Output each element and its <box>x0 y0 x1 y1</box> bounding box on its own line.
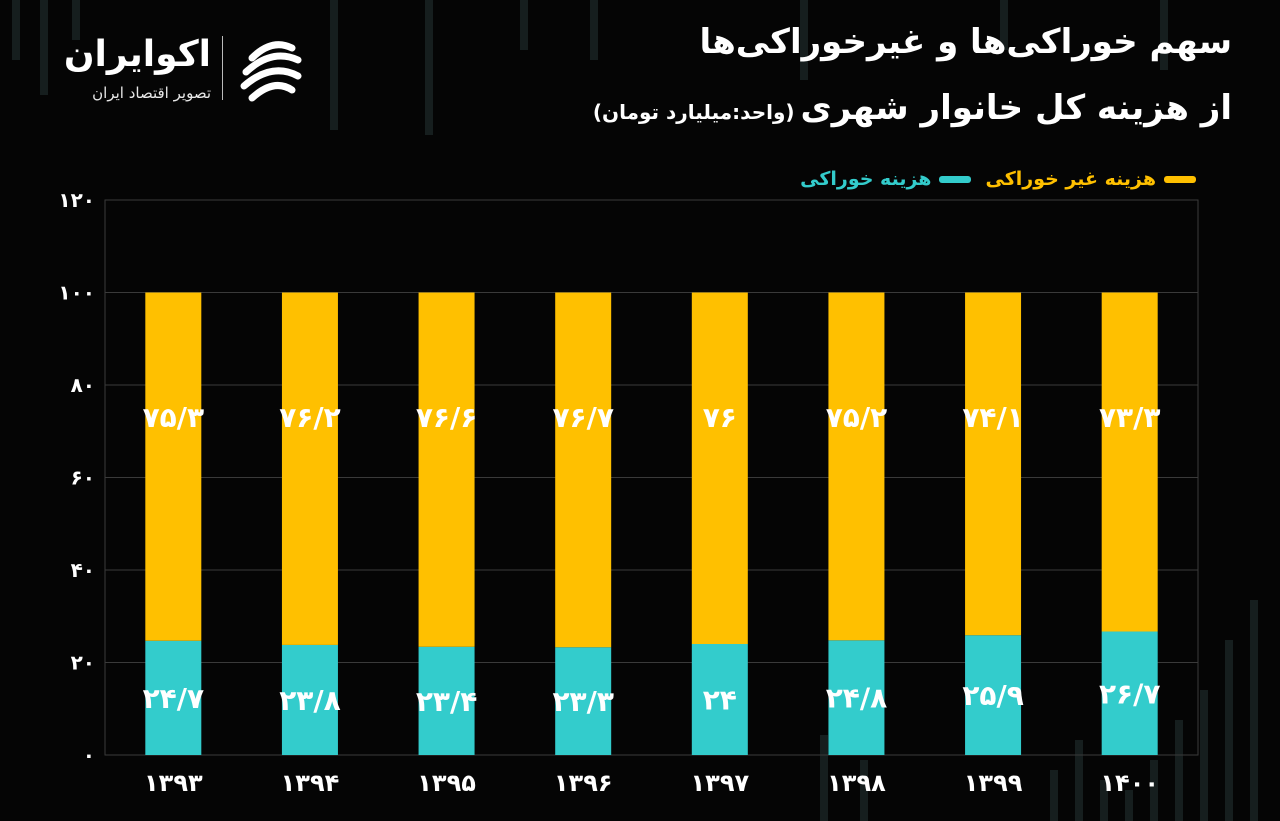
data-label-food: ۲۵/۹ <box>962 679 1024 712</box>
bar-non-food <box>145 292 202 641</box>
legend-swatch-non-food <box>1164 175 1196 183</box>
bar-food <box>281 644 338 755</box>
y-tick-label: ۱۰۰ <box>58 281 95 305</box>
ecoiran-swirl-icon <box>240 41 302 102</box>
data-label-non-food: ۷۳/۳ <box>1099 401 1161 434</box>
y-tick-label: ۱۲۰ <box>58 188 95 212</box>
bar-food <box>418 646 475 755</box>
background-bar <box>1125 790 1133 821</box>
background-bar <box>12 0 20 60</box>
background-bar <box>1150 760 1158 821</box>
data-label-food: ۲۳/۳ <box>552 685 614 718</box>
data-label-non-food: ۷۶/۲ <box>279 401 341 434</box>
chart-title-main: از هزینه کل خانوار شهری <box>800 88 1232 128</box>
y-tick-label: ۰ <box>83 743 95 767</box>
chart-title-line2: از هزینه کل خانوار شهری(واحد:میلیارد توم… <box>593 88 1232 128</box>
background-bar <box>1100 780 1108 821</box>
bar-food <box>1101 631 1158 755</box>
bar-non-food <box>965 292 1022 636</box>
y-tick-label: ۴۰ <box>71 558 95 582</box>
background-bar <box>1225 640 1233 821</box>
bar-food <box>145 640 202 755</box>
bar-non-food <box>281 292 338 645</box>
background-bar <box>330 0 338 130</box>
bar-food <box>555 647 612 755</box>
background-bar <box>1075 740 1083 821</box>
y-tick-label: ۸۰ <box>71 373 95 397</box>
bar-non-food <box>828 292 885 641</box>
data-label-food: ۲۳/۴ <box>416 685 478 718</box>
background-bar <box>1000 0 1008 50</box>
logo-subtitle: تصویر اقتصاد ایران <box>92 84 211 102</box>
background-bar <box>1050 770 1058 821</box>
chart-title-line1: سهم خوراکی‌ها و غیرخوراکی‌ها <box>699 22 1232 62</box>
data-label-non-food: ۷۵/۲ <box>826 401 888 434</box>
background-bar <box>1200 690 1208 821</box>
background-bar <box>72 0 80 40</box>
logo-divider <box>222 36 223 100</box>
background-bar <box>860 760 868 821</box>
background-bar <box>590 0 598 60</box>
data-label-non-food: ۷۶/۶ <box>416 401 478 434</box>
background-bar <box>800 0 808 80</box>
bar-food <box>691 644 748 755</box>
data-label-food: ۲۴/۸ <box>826 682 888 715</box>
legend-label-food: هزینه خوراکی <box>800 168 932 190</box>
background-bar <box>425 0 433 135</box>
bar-non-food <box>1101 292 1158 632</box>
x-tick-label: ۱۳۹۷ <box>691 769 750 797</box>
x-tick-label: ۱۳۹۳ <box>144 769 203 797</box>
bar-food <box>828 640 885 755</box>
background-bar <box>1175 720 1183 821</box>
bar-non-food <box>418 292 475 647</box>
x-tick-label: ۱۳۹۹ <box>964 769 1023 797</box>
data-label-food: ۲۶/۷ <box>1099 677 1161 710</box>
unit-note: (واحد:میلیارد تومان) <box>592 100 795 124</box>
bar-non-food <box>691 292 748 644</box>
bar-food <box>965 635 1022 755</box>
background-bar <box>1160 0 1168 70</box>
legend-swatch-food <box>939 175 972 183</box>
data-label-non-food: ۷۴/۱ <box>962 401 1024 434</box>
data-label-food: ۲۳/۸ <box>279 684 341 717</box>
data-label-non-food: ۷۶ <box>703 401 737 434</box>
x-tick-label: ۱۳۹۵ <box>417 769 476 797</box>
data-label-non-food: ۷۶/۷ <box>552 401 614 434</box>
y-tick-label: ۶۰ <box>71 466 95 490</box>
background-bar <box>1250 600 1258 821</box>
legend-item-non-food: هزینه غیر خوراکی <box>985 168 1196 190</box>
legend-label-non-food: هزینه غیر خوراکی <box>985 168 1156 190</box>
background-bar <box>820 735 828 821</box>
y-tick-label: ۲۰ <box>71 651 95 675</box>
legend-item-food: هزینه خوراکی <box>800 168 972 190</box>
data-label-food: ۲۴ <box>703 684 737 717</box>
x-tick-label: ۱۳۹۴ <box>281 769 340 797</box>
logo-name: اکوایران <box>63 34 211 75</box>
data-label-non-food: ۷۵/۳ <box>143 401 205 434</box>
x-tick-label: ۱۳۹۶ <box>554 769 613 797</box>
background-bar <box>520 0 528 50</box>
bar-non-food <box>555 292 612 648</box>
x-tick-label: ۱۳۹۸ <box>827 769 886 797</box>
x-tick-label: ۱۴۰۰ <box>1100 769 1159 797</box>
data-label-food: ۲۴/۷ <box>143 682 205 715</box>
logo: اکوایران تصویر اقتصاد ایران <box>46 30 316 110</box>
legend: هزینه غیر خوراکی هزینه خوراکی <box>800 168 1196 190</box>
background-bar <box>40 0 48 95</box>
